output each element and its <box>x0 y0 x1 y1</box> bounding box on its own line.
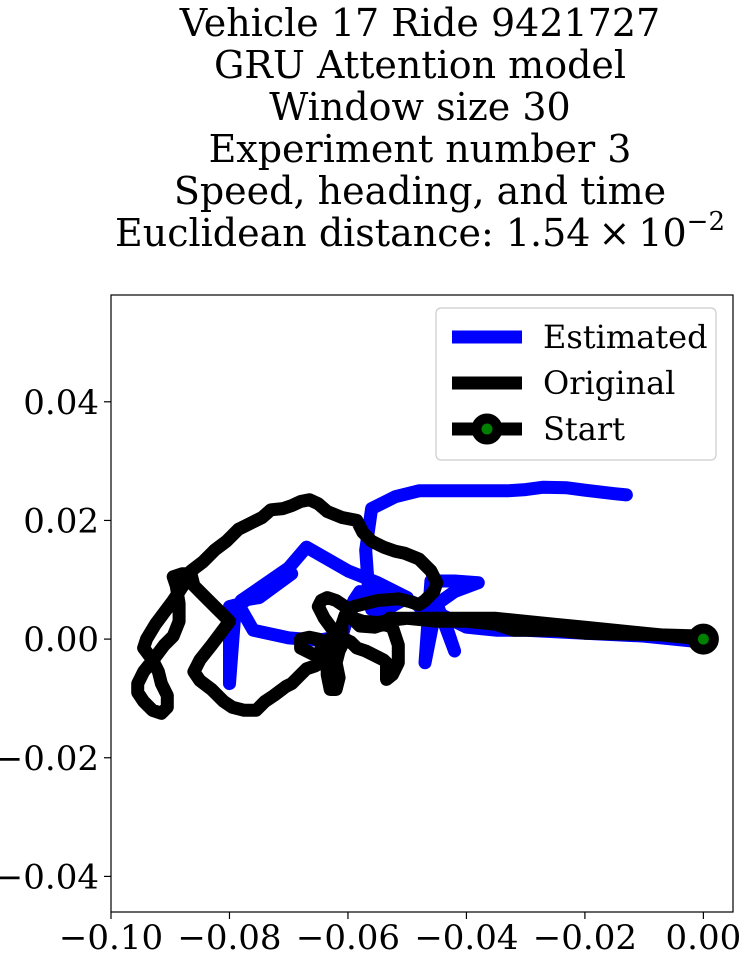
y-tick-label: −0.04 <box>0 857 99 897</box>
legend-label-start: Start <box>543 410 625 448</box>
title-metric-exponent: −2 <box>687 207 725 237</box>
start-marker <box>687 623 719 655</box>
title-line-3: Window size 30 <box>269 85 570 129</box>
legend-frame <box>435 307 717 461</box>
x-tick-label: −0.06 <box>296 918 400 957</box>
x-tick-label: −0.04 <box>414 918 518 957</box>
legend-label-original: Original <box>543 364 675 402</box>
title-metric-base: 10 <box>638 211 686 255</box>
y-tick-label: 0.00 <box>23 620 99 660</box>
x-tick-label: −0.08 <box>177 918 281 957</box>
title-line-6: Euclidean distance: 1.54 × 10−2 <box>115 207 725 255</box>
plot-frame <box>110 294 734 913</box>
x-axis: −0.10 −0.08 −0.06 −0.04 −0.02 0.00 <box>59 912 741 957</box>
series-original-line <box>131 493 710 720</box>
title-line-5: Speed, heading, and time <box>174 169 666 213</box>
title-metric-mantissa: 1.54 <box>506 211 591 255</box>
y-tick-label: −0.02 <box>0 739 99 779</box>
legend-marker-start <box>471 413 503 445</box>
plot-area <box>110 294 734 913</box>
title-metric-times: × <box>598 211 630 255</box>
title-line-4: Experiment number 3 <box>209 127 632 171</box>
y-axis: 0.04 0.02 0.00 −0.02 −0.04 <box>0 383 111 897</box>
title-line-2: GRU Attention model <box>214 43 626 87</box>
legend-label-estimated: Estimated <box>543 318 708 356</box>
x-tick-label: −0.10 <box>59 918 163 957</box>
chart-title: Vehicle 17 Ride 9421727 GRU Attention mo… <box>115 1 725 255</box>
y-tick-label: 0.04 <box>23 383 99 423</box>
legend: Estimated Original Start <box>435 307 717 461</box>
title-line-1: Vehicle 17 Ride 9421727 <box>179 1 660 45</box>
y-tick-label: 0.02 <box>23 501 99 541</box>
title-metric-prefix: Euclidean distance: <box>115 211 506 255</box>
x-tick-label: 0.00 <box>666 918 742 957</box>
series-estimated-line <box>223 480 710 691</box>
x-tick-label: −0.02 <box>533 918 637 957</box>
